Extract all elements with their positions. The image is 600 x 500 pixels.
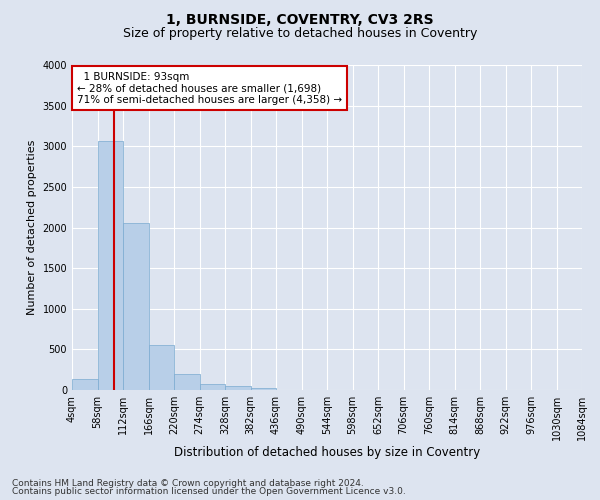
Bar	[72, 380, 97, 390]
Text: 1, BURNSIDE, COVENTRY, CV3 2RS: 1, BURNSIDE, COVENTRY, CV3 2RS	[166, 12, 434, 26]
Bar	[200, 384, 225, 390]
Bar	[149, 344, 174, 390]
Bar	[174, 374, 199, 390]
Bar	[251, 388, 276, 390]
Bar	[123, 222, 149, 390]
Bar	[97, 142, 123, 390]
Y-axis label: Number of detached properties: Number of detached properties	[27, 140, 37, 315]
Text: 1 BURNSIDE: 93sqm  
← 28% of detached houses are smaller (1,698)
71% of semi-det: 1 BURNSIDE: 93sqm ← 28% of detached hous…	[77, 72, 342, 104]
Bar	[225, 386, 251, 390]
X-axis label: Distribution of detached houses by size in Coventry: Distribution of detached houses by size …	[174, 446, 480, 458]
Text: Contains HM Land Registry data © Crown copyright and database right 2024.: Contains HM Land Registry data © Crown c…	[12, 478, 364, 488]
Text: Size of property relative to detached houses in Coventry: Size of property relative to detached ho…	[123, 28, 477, 40]
Text: Contains public sector information licensed under the Open Government Licence v3: Contains public sector information licen…	[12, 487, 406, 496]
